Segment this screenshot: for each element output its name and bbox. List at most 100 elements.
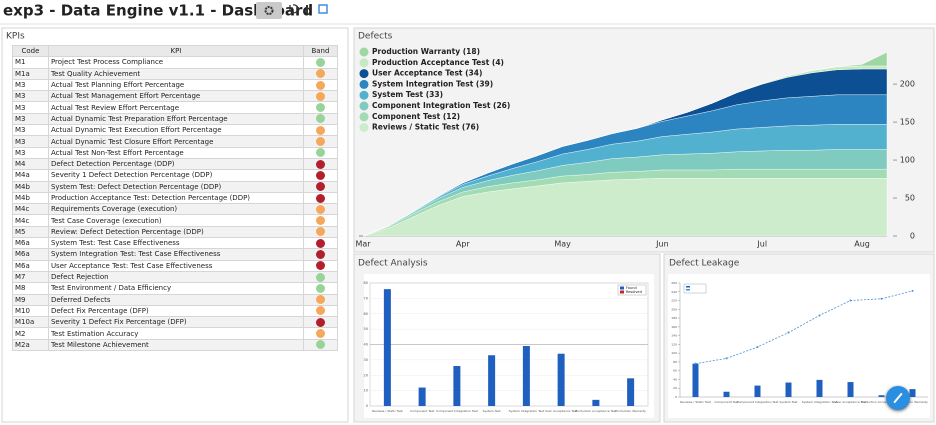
kpi-band (315, 249, 325, 259)
kpi-band-cell (302, 56, 339, 69)
y-tick-label: 0 (675, 395, 677, 399)
y-tick-label: 0 (366, 404, 368, 408)
x-tick-label: Production Acceptance Test (575, 409, 617, 413)
kpi-code: M3 (12, 101, 49, 114)
chart-title: Defect Analysis (358, 259, 428, 269)
kpi-band-cell (302, 203, 339, 216)
kpi-row: M3 Actual Dynamic Test Preparation Effort… (12, 112, 339, 126)
page-title: exp3 - Data Engine v1.1 - Dashboard (3, 2, 313, 20)
kpi-row: M8 Test Environment / Data Efficiency (12, 282, 339, 295)
kpi-code: M3 (12, 112, 49, 126)
x-tick-label: Component Integration Test (436, 409, 479, 413)
kpi-code: M3 (12, 135, 49, 148)
x-tick-label: User Acceptance Test (834, 400, 867, 404)
area (362, 51, 888, 237)
kpi-band (315, 148, 325, 158)
x-tick-label: Jun (655, 240, 669, 249)
kpi-band-cell (302, 124, 339, 137)
bar (592, 399, 600, 406)
bar (418, 387, 426, 406)
kpi-code: M1a (12, 67, 49, 80)
calendar-icon[interactable] (318, 4, 328, 14)
bar (627, 378, 635, 406)
y-tick-label: 50 (905, 194, 915, 203)
kpi-name: Deferred Defects (47, 293, 304, 306)
settings-button[interactable] (256, 2, 282, 19)
y-tick-label: 200 (900, 80, 915, 89)
kpi-band (315, 227, 325, 237)
y-tick-label: 120 (671, 342, 677, 346)
x-tick-label: Component Test (410, 409, 435, 413)
bar (557, 353, 565, 406)
legend-label: Found (626, 286, 637, 290)
bar (847, 382, 854, 397)
x-tick-label: Apr (456, 240, 471, 249)
x-tick-label: Mar (355, 240, 371, 249)
kpi-code: M4b (12, 191, 49, 205)
gear-icon (264, 6, 274, 15)
kpi-name: Actual Test Review Effort Percentage (47, 101, 304, 114)
kpi-row: M6a System Test: Test Case Effectiveness (12, 237, 339, 250)
kpi-name: Test Environment / Data Efficiency (47, 282, 304, 295)
kpi-band-cell (302, 101, 339, 114)
kpi-name: Test Quality Achievement (47, 67, 304, 80)
edit-button[interactable] (886, 386, 910, 410)
legend-swatch (686, 289, 690, 291)
kpi-band (315, 137, 325, 147)
kpi-band (315, 306, 325, 316)
kpi-name: Production Acceptance Test: Detection Pe… (47, 191, 304, 205)
x-tick-label: Jul (756, 240, 767, 249)
kpi-band (315, 57, 325, 67)
kpi-band (315, 295, 325, 305)
info-icon[interactable] (306, 5, 308, 14)
kpi-name: Defect Rejection (47, 270, 304, 284)
kpi-band-cell (302, 316, 339, 329)
kpi-code: M2a (12, 338, 49, 352)
kpi-name: Actual Test Non-Test Effort Percentage (47, 146, 304, 159)
kpi-code: M8 (12, 282, 49, 295)
kpi-code: M9 (12, 293, 49, 306)
kpi-code: M10 (12, 304, 49, 318)
panel-title: KPIs (6, 32, 25, 42)
column-header: Band (302, 44, 339, 58)
kpi-band (315, 329, 325, 339)
kpi-band-cell (302, 157, 339, 171)
kpi-band-cell (302, 169, 339, 182)
kpi-row: M5 Review: Defect Detection Percentage (D… (12, 225, 339, 239)
x-tick-label: May (554, 240, 571, 249)
kpi-name: Review: Defect Detection Percentage (DDP… (47, 225, 304, 239)
x-tick-label: Component Integration Test (737, 400, 780, 404)
y-tick-label: 40 (673, 377, 677, 381)
kpi-name: Defect Detection Percentage (DDP) (47, 157, 304, 171)
kpi-band-cell (302, 304, 339, 318)
x-tick-label: System Integration Test (509, 409, 545, 413)
kpi-code: M7 (12, 270, 49, 284)
kpi-code: M6a (12, 248, 49, 261)
line-point (818, 314, 821, 317)
y-tick-label: 50 (364, 327, 368, 331)
kpi-band-cell (302, 90, 339, 103)
kpi-band-cell (302, 327, 339, 340)
kpi-row: M3 Actual Dynamic Test Execution Effort P… (12, 124, 339, 137)
legend-swatch (359, 90, 369, 100)
kpi-code: M4 (12, 157, 49, 171)
kpi-row: M4b System Test: Defect Detection Percent… (12, 180, 339, 193)
y-tick-label: 180 (671, 316, 677, 320)
x-tick-label: Production Warranty (897, 400, 928, 404)
legend-label: Component Integration Test (26) (372, 101, 510, 110)
kpi-band-cell (302, 146, 339, 159)
legend-swatch (359, 79, 369, 89)
kpi-row: M10a Severity 1 Defect Fix Percentage (DF… (12, 316, 339, 329)
kpi-band (315, 91, 325, 101)
kpi-band-cell (302, 282, 339, 295)
line-point (756, 346, 759, 349)
kpi-name: Severity 1 Defect Detection Percentage (… (47, 169, 304, 182)
history-icon[interactable] (289, 4, 299, 14)
kpi-code: M5 (12, 225, 49, 239)
kpi-band (315, 204, 325, 214)
kpi-band (315, 69, 325, 79)
line-point (694, 362, 697, 365)
kpi-code: M2 (12, 327, 49, 340)
kpi-band-cell (302, 237, 339, 250)
legend-swatch (359, 58, 369, 68)
